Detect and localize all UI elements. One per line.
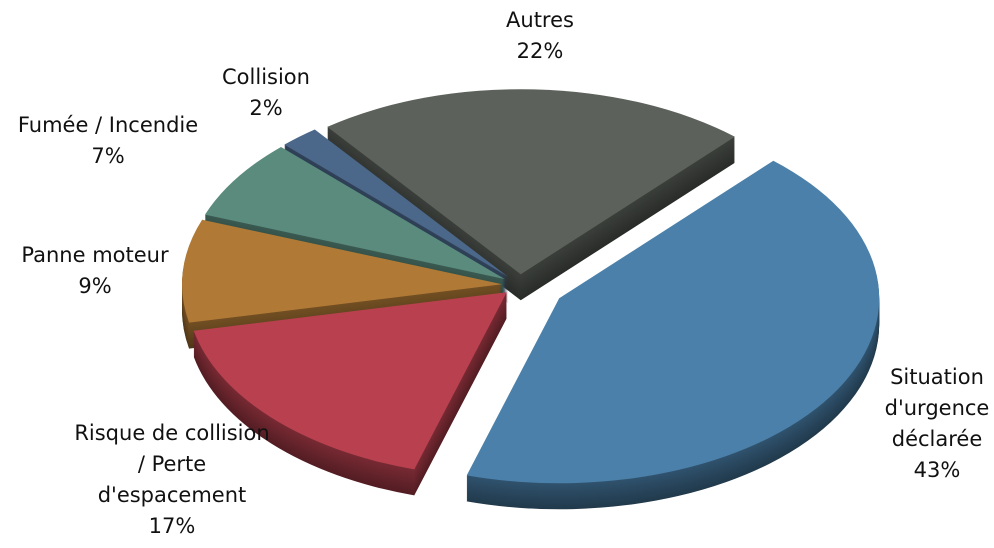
slice-label: Collision 2% <box>191 62 341 124</box>
percent-label: 43% <box>913 458 961 482</box>
slice-label: Risque de collision / Perte d'espacement… <box>72 418 272 542</box>
percent-label: 7% <box>91 144 125 168</box>
slice <box>182 219 503 323</box>
slice-label: Fumée / Incendie 7% <box>0 110 218 172</box>
slice-label: Situation d'urgence déclarée 43% <box>872 362 994 486</box>
slice <box>284 129 509 277</box>
percent-label: 17% <box>148 514 196 538</box>
percent-label: 2% <box>249 96 283 120</box>
slice <box>466 160 880 484</box>
slice-label: Panne moteur 9% <box>0 240 195 302</box>
slice <box>327 89 735 275</box>
percent-label: 22% <box>516 39 564 63</box>
category-name: Panne moteur <box>21 243 169 267</box>
percent-label: 9% <box>78 274 112 298</box>
category-name: Situation d'urgence déclarée <box>884 365 990 451</box>
category-name: Fumée / Incendie <box>17 113 199 137</box>
slice <box>204 146 505 280</box>
slice-label: Autres 22% <box>465 5 615 67</box>
category-name: Risque de collision / Perte d'espacement <box>74 421 270 507</box>
category-name: Collision <box>222 65 310 89</box>
slice <box>193 292 507 470</box>
category-name: Autres <box>506 8 574 32</box>
